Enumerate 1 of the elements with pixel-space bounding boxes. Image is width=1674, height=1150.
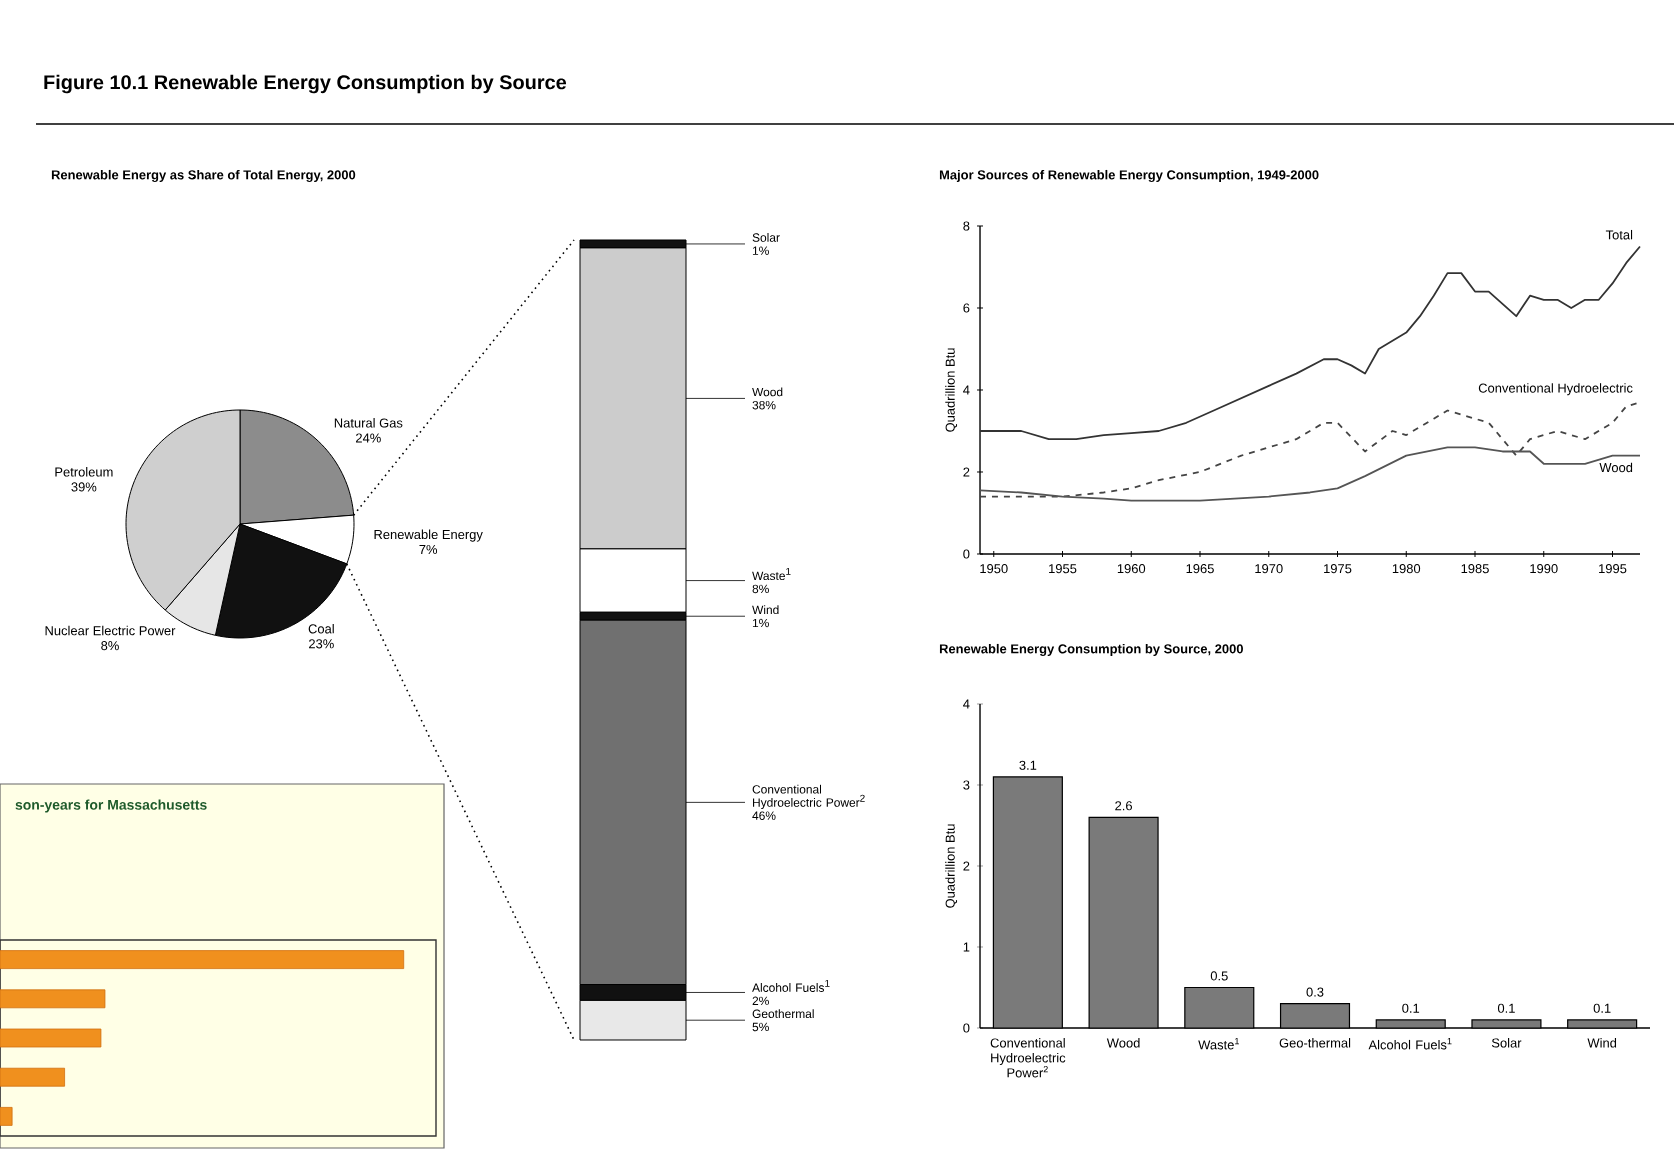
chart-title: Figure 10.1 Renewable Energy Consumption by Source [44, 74, 567, 94]
